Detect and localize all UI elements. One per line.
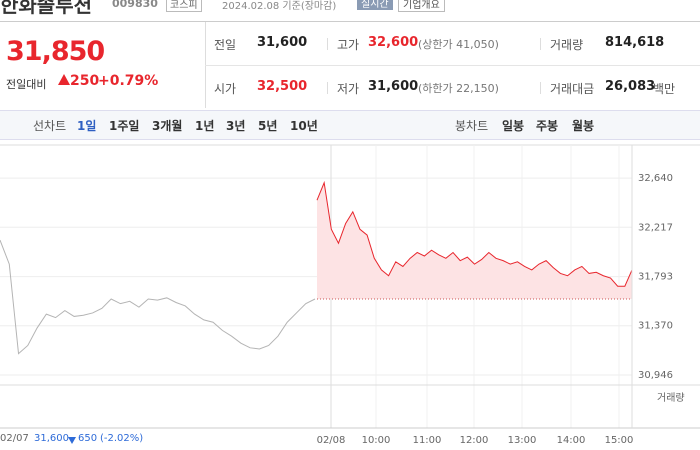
y-tick-label: 32,640 (638, 173, 673, 184)
prev-close: 31,600 (34, 433, 69, 444)
realtime-btn[interactable]: 실시간 (357, 0, 393, 10)
x-tick-label: 13:00 (508, 435, 537, 446)
y-tick-label: 31,370 (638, 321, 673, 332)
current-price: 31,850 (6, 36, 105, 67)
candle-tab[interactable]: 주봉 (536, 119, 559, 133)
x-tick-label: 15:00 (605, 435, 634, 446)
summary-extra: (상한가 41,050) (418, 38, 499, 51)
y-tick-label: 31,793 (638, 272, 673, 283)
volume-label: 거래량 (657, 392, 685, 404)
stock-name: 한화솔루션 (0, 0, 92, 17)
prev-rate: (-2.02%) (100, 433, 144, 444)
price-line (0, 239, 316, 355)
tab-label: 봉차트 (455, 119, 489, 133)
area (317, 182, 632, 299)
summary-value: 26,083 (605, 79, 656, 94)
divider (327, 38, 328, 50)
summary-value: 814,618 (605, 35, 665, 50)
x-tick-label: 12:00 (460, 435, 489, 446)
change-value: 250 (70, 73, 100, 89)
period-tab[interactable]: 3년 (226, 119, 246, 133)
up-icon (58, 74, 70, 85)
x-tick-label: 11:00 (413, 435, 442, 446)
summary-label: 고가 (337, 38, 360, 52)
period-tab[interactable]: 10년 (290, 119, 318, 133)
summary-extra: (하한가 22,150) (418, 82, 499, 95)
period-tab[interactable]: 1일 (77, 119, 97, 133)
summary-value: 31,600 (368, 79, 419, 94)
divider (0, 21, 700, 22)
summary-value: 32,500 (257, 79, 308, 94)
overview-btn[interactable]: 기업개요 (398, 0, 445, 12)
summary-label: 거래량 (550, 38, 584, 52)
summary-value: 32,600 (368, 35, 419, 50)
price-line (316, 180, 633, 287)
summary-unit: 백만 (653, 82, 676, 96)
change-label: 전일대비 (6, 78, 47, 91)
period-tab[interactable]: 1주일 (109, 119, 140, 133)
market-badge: 코스피 (166, 0, 202, 12)
x-tick-label: 14:00 (557, 435, 586, 446)
prev-date: 02/07 (0, 433, 29, 444)
y-tick-label: 30,946 (638, 370, 673, 381)
divider (540, 38, 541, 50)
stock-code: 009830 (112, 0, 158, 10)
summary-label: 저가 (337, 82, 360, 96)
divider (205, 65, 700, 66)
x-tick-label: 02/08 (317, 435, 346, 446)
summary-label: 거래대금 (550, 82, 595, 96)
prev-change: 650 (78, 433, 98, 444)
divider (327, 82, 328, 94)
period-tab[interactable]: 3개월 (152, 119, 183, 133)
date: 2024.02.08 기준(장마감) (222, 1, 337, 12)
summary-label: 전일 (214, 38, 237, 52)
x-tick-label: 10:00 (362, 435, 391, 446)
change: 250 (58, 73, 99, 89)
y-tick-label: 32,217 (638, 222, 673, 233)
summary-label: 시가 (214, 82, 237, 96)
summary-value: 31,600 (257, 35, 308, 50)
divider (540, 82, 541, 94)
change-rate: +0.79% (98, 73, 159, 89)
tab-label: 선차트 (33, 119, 67, 133)
candle-tab[interactable]: 일봉 (502, 119, 525, 133)
tab-bar (0, 110, 700, 140)
down-icon (68, 437, 76, 444)
candle-tab[interactable]: 월봉 (572, 119, 595, 133)
period-tab[interactable]: 5년 (258, 119, 278, 133)
period-tab[interactable]: 1년 (195, 119, 215, 133)
